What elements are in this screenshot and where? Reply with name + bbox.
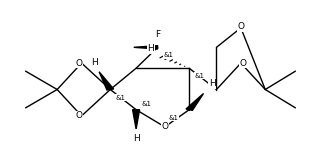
Polygon shape	[133, 110, 140, 129]
Text: O: O	[75, 59, 82, 68]
Text: O: O	[75, 111, 82, 120]
Text: H: H	[91, 58, 98, 67]
Text: H: H	[209, 79, 216, 88]
Polygon shape	[186, 93, 204, 110]
Text: O: O	[237, 22, 244, 31]
Text: &1: &1	[116, 95, 126, 101]
Text: &1: &1	[163, 52, 173, 58]
Text: H: H	[133, 134, 140, 143]
Polygon shape	[99, 72, 114, 90]
Text: O: O	[161, 122, 168, 131]
Polygon shape	[134, 46, 158, 49]
Text: &1: &1	[169, 115, 178, 121]
Text: &1: &1	[142, 101, 152, 107]
Text: O: O	[240, 59, 247, 68]
Text: &1: &1	[195, 73, 205, 79]
Text: H: H	[147, 44, 154, 53]
Text: F: F	[155, 30, 160, 39]
